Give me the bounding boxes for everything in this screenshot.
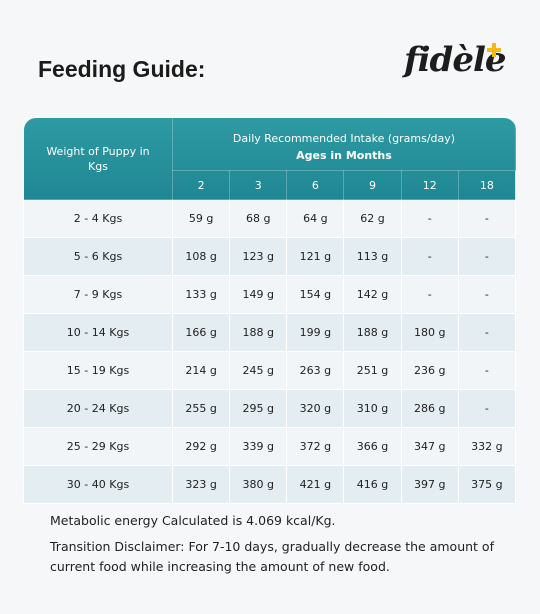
intake-cell: 236 g bbox=[400, 351, 459, 390]
age-header: 18 bbox=[457, 170, 517, 200]
intake-cell: - bbox=[457, 237, 517, 276]
table-row: 7 - 9 Kgs 133 g 149 g 154 g 142 g-- bbox=[23, 275, 517, 314]
intake-cell: 154 g bbox=[286, 275, 345, 314]
intake-cell: 64 g bbox=[286, 199, 345, 238]
table-row: 5 - 6 Kgs 108 g 123 g 121 g 113 g-- bbox=[23, 237, 517, 276]
intake-cell: - bbox=[457, 389, 517, 428]
intake-cell: 255 g bbox=[171, 389, 231, 428]
intake-cell: - bbox=[400, 199, 459, 238]
brand-logo: fidèle bbox=[404, 40, 506, 80]
intake-cell: 366 g bbox=[343, 427, 402, 466]
table-row: 10 - 14 Kgs 166 g 188 g 199 g 188 g 180 g- bbox=[23, 313, 517, 352]
table-row: 2 - 4 Kgs 59 g 68 g 64 g 62 g-- bbox=[23, 199, 517, 238]
table-row: 20 - 24 Kgs 255 g 295 g 320 g 310 g 286 g- bbox=[23, 389, 517, 428]
intake-cell: 323 g bbox=[171, 465, 231, 504]
intake-cell: 295 g bbox=[229, 389, 288, 428]
ages-header: Ages in Months bbox=[296, 148, 392, 162]
intake-cell: 397 g bbox=[400, 465, 459, 504]
intake-header-cell: Daily Recommended Intake (grams/day) Age… bbox=[172, 117, 516, 171]
logo-plus-icon bbox=[487, 43, 501, 57]
intake-cell: 263 g bbox=[286, 351, 345, 390]
weight-cell: 15 - 19 Kgs bbox=[23, 351, 173, 390]
intake-cell: - bbox=[457, 313, 517, 352]
weight-cell: 5 - 6 Kgs bbox=[23, 237, 173, 276]
weight-header: Weight of Puppy in Kgs bbox=[23, 117, 173, 200]
age-header: 9 bbox=[343, 170, 402, 200]
table-row: 30 - 40 Kgs 323 g 380 g 421 g 416 g 397 g 375 … bbox=[23, 465, 517, 504]
intake-cell: 339 g bbox=[229, 427, 288, 466]
intake-cell: 251 g bbox=[343, 351, 402, 390]
intake-cell: - bbox=[457, 351, 517, 390]
intake-cell: 62 g bbox=[343, 199, 402, 238]
intake-cell: 108 g bbox=[171, 237, 231, 276]
intake-cell: 142 g bbox=[343, 275, 402, 314]
intake-cell: 421 g bbox=[286, 465, 345, 504]
feeding-table: Weight of Puppy in Kgs Daily Recommended… bbox=[23, 117, 517, 504]
intake-cell: - bbox=[457, 199, 517, 238]
intake-cell: 121 g bbox=[286, 237, 345, 276]
intake-cell: 310 g bbox=[343, 389, 402, 428]
intake-cell: - bbox=[400, 237, 459, 276]
page-title: Feeding Guide: bbox=[38, 56, 206, 82]
age-header: 12 bbox=[400, 170, 459, 200]
intake-cell: 375 g bbox=[457, 465, 517, 504]
intake-cell: 292 g bbox=[171, 427, 231, 466]
intake-cell: 180 g bbox=[400, 313, 459, 352]
intake-cell: 380 g bbox=[229, 465, 288, 504]
intake-cell: 68 g bbox=[229, 199, 288, 238]
intake-cell: 214 g bbox=[171, 351, 231, 390]
header-row: Weight of Puppy in Kgs Daily Recommended… bbox=[23, 117, 516, 200]
intake-cell: 133 g bbox=[171, 275, 231, 314]
intake-cell: 416 g bbox=[343, 465, 402, 504]
intake-cell: 320 g bbox=[286, 389, 345, 428]
age-header: 6 bbox=[286, 170, 345, 200]
table-body: 2 - 4 Kgs 59 g 68 g 64 g 62 g--5 - 6 Kgs 108 … bbox=[23, 199, 517, 504]
intake-cell: 166 g bbox=[171, 313, 231, 352]
weight-cell: 7 - 9 Kgs bbox=[23, 275, 173, 314]
intake-cell: 188 g bbox=[229, 313, 288, 352]
transition-note: Transition Disclaimer: For 7-10 days, gr… bbox=[50, 539, 494, 574]
intake-cell: 188 g bbox=[343, 313, 402, 352]
age-header: 3 bbox=[229, 170, 288, 200]
intake-cell: - bbox=[400, 275, 459, 314]
energy-note: Metabolic energy Calculated is 4.069 kca… bbox=[50, 513, 336, 528]
intake-cell: 372 g bbox=[286, 427, 345, 466]
table-head: Weight of Puppy in Kgs Daily Recommended… bbox=[23, 117, 517, 200]
weight-cell: 25 - 29 Kgs bbox=[23, 427, 173, 466]
table-row: 15 - 19 Kgs 214 g 245 g 263 g 251 g 236 g- bbox=[23, 351, 517, 390]
intake-cell: 332 g bbox=[457, 427, 517, 466]
intake-header: Daily Recommended Intake (grams/day) bbox=[232, 131, 456, 145]
age-header: 2 bbox=[171, 170, 231, 200]
weight-cell: 10 - 14 Kgs bbox=[23, 313, 173, 352]
intake-cell: 123 g bbox=[229, 237, 288, 276]
intake-cell: 149 g bbox=[229, 275, 288, 314]
intake-cell: 59 g bbox=[171, 199, 231, 238]
intake-cell: 245 g bbox=[229, 351, 288, 390]
intake-cell: 113 g bbox=[343, 237, 402, 276]
intake-cell: 286 g bbox=[400, 389, 459, 428]
weight-cell: 2 - 4 Kgs bbox=[23, 199, 173, 238]
weight-cell: 20 - 24 Kgs bbox=[23, 389, 173, 428]
intake-cell: - bbox=[457, 275, 517, 314]
plus-bar bbox=[487, 48, 501, 52]
intake-cell: 347 g bbox=[400, 427, 459, 466]
table-row: 25 - 29 Kgs 292 g 339 g 372 g 366 g 347 g 332 … bbox=[23, 427, 517, 466]
intake-cell: 199 g bbox=[286, 313, 345, 352]
weight-cell: 30 - 40 Kgs bbox=[23, 465, 173, 504]
